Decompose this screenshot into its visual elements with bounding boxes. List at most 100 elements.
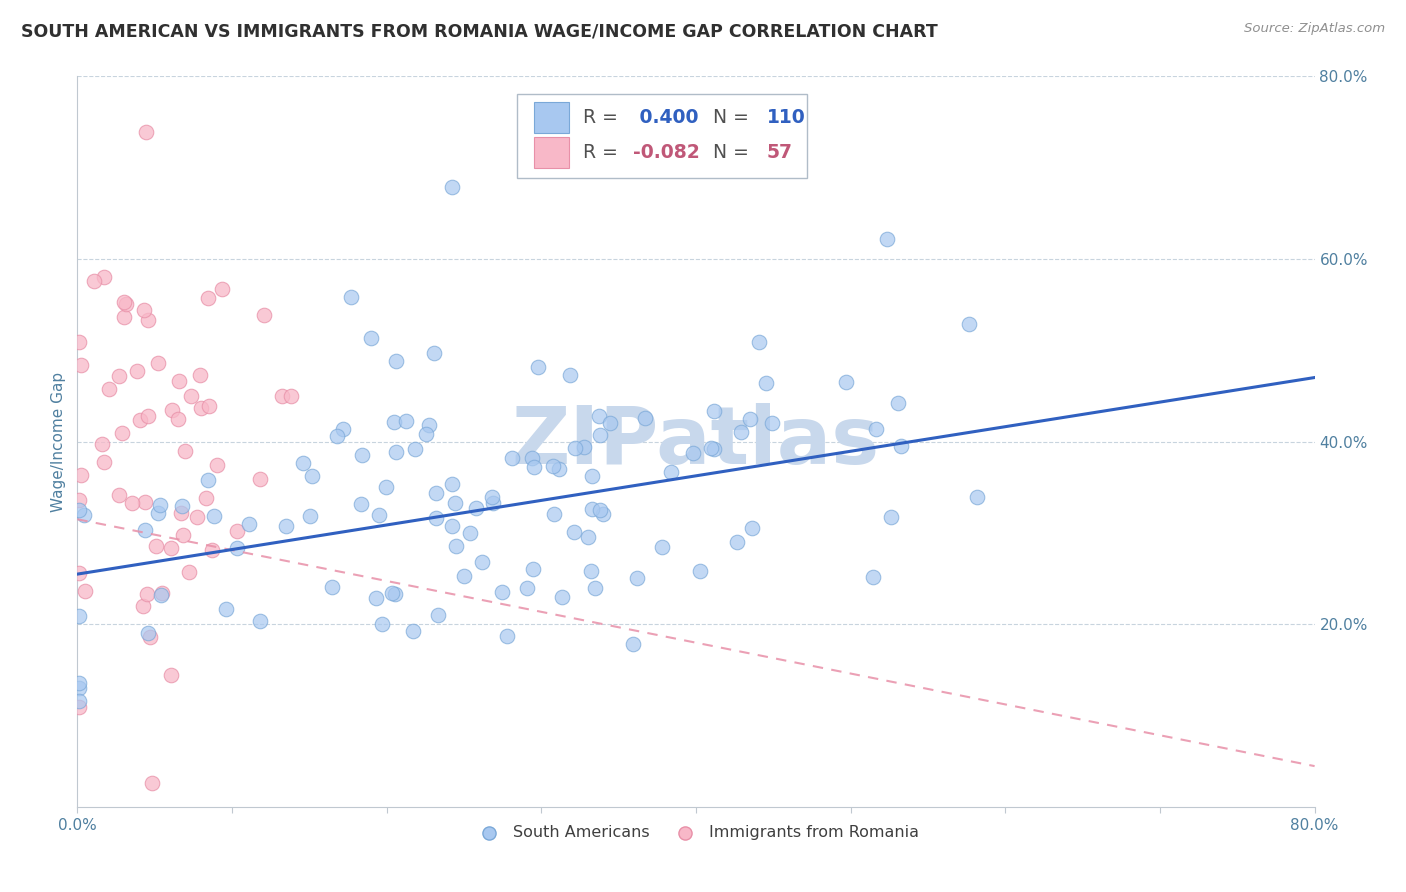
Point — [321, 580, 343, 594]
Point — [111, 426, 134, 441]
Point — [274, 518, 297, 533]
Point — [141, 775, 163, 789]
Point — [453, 569, 475, 583]
Point — [551, 590, 574, 604]
Point — [560, 368, 582, 382]
Point — [238, 517, 260, 532]
Text: 0.400: 0.400 — [633, 108, 699, 127]
Bar — [534, 103, 568, 133]
Point — [385, 354, 408, 368]
Point — [67, 566, 90, 581]
Point — [572, 440, 595, 454]
Point — [703, 442, 725, 456]
Point — [132, 599, 155, 613]
Point — [160, 668, 183, 682]
Point — [136, 313, 159, 327]
Point — [128, 413, 150, 427]
Point — [581, 469, 603, 483]
Point — [441, 477, 464, 491]
Point — [325, 429, 347, 443]
Point — [67, 608, 90, 623]
Point — [516, 581, 538, 595]
Text: N =: N = — [702, 108, 755, 127]
Point — [402, 624, 425, 638]
Point — [75, 584, 97, 599]
Point — [548, 462, 571, 476]
Bar — [534, 137, 568, 168]
Point — [443, 496, 465, 510]
Point — [146, 507, 169, 521]
Text: ZIPatlas: ZIPatlas — [512, 402, 880, 481]
Point — [112, 310, 135, 325]
Point — [202, 509, 225, 524]
Point — [633, 411, 655, 425]
Point — [134, 495, 156, 509]
Point — [418, 417, 440, 432]
Point — [205, 458, 228, 472]
Point — [127, 364, 149, 378]
Point — [689, 564, 711, 578]
Point — [93, 455, 115, 469]
Point — [527, 359, 550, 374]
Point — [339, 290, 361, 304]
Point — [214, 601, 236, 615]
Text: Source: ZipAtlas.com: Source: ZipAtlas.com — [1244, 22, 1385, 36]
Point — [249, 472, 271, 486]
Point — [186, 510, 208, 524]
Point — [579, 564, 602, 578]
Point — [599, 416, 621, 430]
Point — [280, 389, 302, 403]
Point — [115, 296, 138, 310]
Point — [491, 585, 513, 599]
Point — [368, 508, 391, 523]
Point — [201, 542, 224, 557]
Point — [139, 631, 162, 645]
Point — [149, 498, 172, 512]
Point — [522, 561, 544, 575]
Text: R =: R = — [583, 108, 624, 127]
Point — [112, 295, 135, 310]
Point — [134, 524, 156, 538]
Point — [404, 442, 426, 456]
Point — [520, 451, 543, 466]
Point — [375, 480, 398, 494]
Point — [621, 637, 644, 651]
Y-axis label: Wage/Income Gap: Wage/Income Gap — [51, 371, 66, 512]
Point — [876, 232, 898, 246]
Point — [149, 588, 172, 602]
Point — [966, 490, 988, 504]
Point — [67, 503, 90, 517]
Point — [253, 308, 276, 322]
Point — [172, 528, 194, 542]
Point — [211, 282, 233, 296]
Point — [70, 358, 93, 372]
Point — [700, 441, 723, 455]
Point — [415, 426, 437, 441]
Point — [350, 448, 373, 462]
Point — [360, 331, 382, 345]
Point — [703, 404, 725, 418]
Point — [682, 446, 704, 460]
Point — [957, 317, 980, 331]
Point — [659, 465, 682, 479]
Point — [160, 403, 183, 417]
Point — [730, 425, 752, 440]
Point — [135, 124, 157, 138]
Point — [136, 409, 159, 423]
Point — [471, 555, 494, 569]
Point — [167, 411, 190, 425]
Point — [67, 693, 90, 707]
Point — [198, 400, 221, 414]
Point — [444, 540, 467, 554]
Point — [748, 335, 770, 350]
Point — [160, 541, 183, 556]
Point — [98, 382, 121, 396]
Point — [496, 629, 519, 643]
Point — [835, 375, 858, 389]
Point — [271, 389, 294, 403]
Point — [588, 409, 610, 424]
Text: 110: 110 — [766, 108, 806, 127]
Point — [364, 591, 387, 605]
Point — [738, 411, 761, 425]
Point — [136, 586, 159, 600]
